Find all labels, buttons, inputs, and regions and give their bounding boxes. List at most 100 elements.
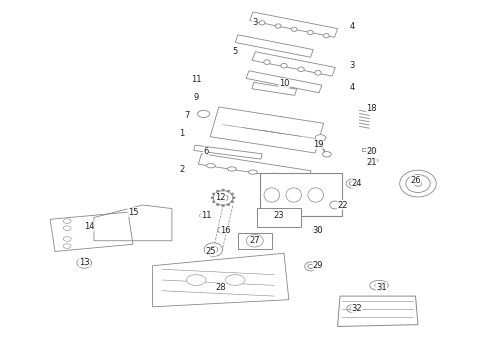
Text: 21: 21: [367, 158, 377, 167]
Ellipse shape: [63, 237, 71, 241]
Text: 23: 23: [274, 211, 284, 220]
Bar: [194, 145, 262, 159]
Ellipse shape: [275, 24, 281, 28]
Ellipse shape: [307, 30, 313, 35]
Ellipse shape: [206, 163, 215, 168]
Ellipse shape: [313, 227, 321, 233]
Ellipse shape: [213, 191, 233, 205]
Ellipse shape: [187, 275, 206, 285]
Ellipse shape: [368, 158, 378, 162]
Ellipse shape: [225, 275, 245, 285]
Ellipse shape: [298, 67, 304, 72]
Text: 32: 32: [352, 304, 363, 313]
Text: 3: 3: [349, 61, 355, 70]
Ellipse shape: [415, 181, 421, 186]
Bar: [250, 12, 338, 37]
Ellipse shape: [63, 244, 71, 248]
Ellipse shape: [286, 188, 301, 202]
Ellipse shape: [63, 226, 71, 230]
Ellipse shape: [212, 193, 215, 195]
Ellipse shape: [347, 305, 358, 312]
Ellipse shape: [204, 243, 222, 256]
Text: 26: 26: [410, 176, 421, 185]
Bar: [257, 208, 301, 227]
Ellipse shape: [315, 135, 326, 141]
Ellipse shape: [216, 190, 219, 192]
Text: 29: 29: [313, 261, 323, 270]
Text: 16: 16: [220, 225, 231, 234]
Text: 4: 4: [349, 22, 355, 31]
Ellipse shape: [227, 204, 230, 206]
Text: 6: 6: [203, 147, 209, 156]
Text: 13: 13: [79, 258, 90, 267]
Ellipse shape: [346, 179, 358, 188]
Ellipse shape: [211, 197, 214, 199]
Text: 27: 27: [249, 236, 260, 245]
Text: 31: 31: [376, 283, 387, 292]
Text: 24: 24: [352, 179, 362, 188]
Text: 30: 30: [313, 225, 323, 234]
Text: 22: 22: [337, 201, 348, 210]
Ellipse shape: [281, 63, 287, 68]
Bar: [260, 173, 343, 216]
Ellipse shape: [264, 60, 270, 64]
Text: 20: 20: [367, 147, 377, 156]
Bar: [238, 233, 272, 249]
Bar: [363, 148, 376, 152]
Text: 9: 9: [194, 93, 199, 102]
Ellipse shape: [232, 197, 235, 199]
Bar: [235, 35, 313, 57]
Text: 15: 15: [128, 208, 138, 217]
Ellipse shape: [221, 204, 224, 207]
Ellipse shape: [246, 234, 263, 247]
Text: 3: 3: [252, 18, 257, 27]
Bar: [210, 107, 324, 153]
Text: 25: 25: [206, 247, 216, 256]
Ellipse shape: [259, 21, 265, 25]
Ellipse shape: [370, 280, 388, 291]
Ellipse shape: [308, 264, 314, 269]
Bar: [252, 82, 296, 95]
Ellipse shape: [315, 229, 319, 231]
Ellipse shape: [248, 170, 257, 174]
Text: 10: 10: [279, 79, 289, 88]
Ellipse shape: [212, 201, 215, 203]
Ellipse shape: [221, 189, 224, 191]
Ellipse shape: [290, 176, 299, 181]
Ellipse shape: [323, 33, 329, 38]
Bar: [198, 154, 311, 181]
Ellipse shape: [291, 27, 297, 31]
Ellipse shape: [350, 307, 355, 310]
Ellipse shape: [315, 71, 321, 75]
Ellipse shape: [264, 188, 280, 202]
Ellipse shape: [322, 152, 331, 157]
Ellipse shape: [209, 247, 218, 253]
Ellipse shape: [231, 201, 234, 203]
Text: 14: 14: [84, 222, 95, 231]
Text: 28: 28: [215, 283, 226, 292]
Ellipse shape: [80, 260, 89, 266]
Text: 5: 5: [233, 47, 238, 56]
Ellipse shape: [308, 188, 323, 202]
Text: 1: 1: [179, 129, 184, 138]
Text: 2: 2: [179, 165, 184, 174]
Ellipse shape: [330, 201, 341, 209]
Ellipse shape: [270, 173, 278, 177]
Ellipse shape: [374, 283, 383, 288]
Bar: [252, 52, 335, 76]
Ellipse shape: [63, 219, 71, 224]
Ellipse shape: [305, 262, 317, 271]
Text: 19: 19: [313, 140, 323, 149]
Ellipse shape: [216, 204, 219, 206]
Text: 11: 11: [201, 211, 211, 220]
Ellipse shape: [218, 227, 228, 233]
Text: 18: 18: [367, 104, 377, 113]
Text: 12: 12: [216, 193, 226, 202]
Ellipse shape: [400, 170, 436, 197]
Ellipse shape: [227, 190, 230, 192]
Text: 11: 11: [191, 76, 201, 85]
Ellipse shape: [218, 194, 228, 202]
Bar: [246, 71, 322, 93]
Ellipse shape: [200, 213, 207, 218]
Text: 4: 4: [349, 83, 355, 92]
